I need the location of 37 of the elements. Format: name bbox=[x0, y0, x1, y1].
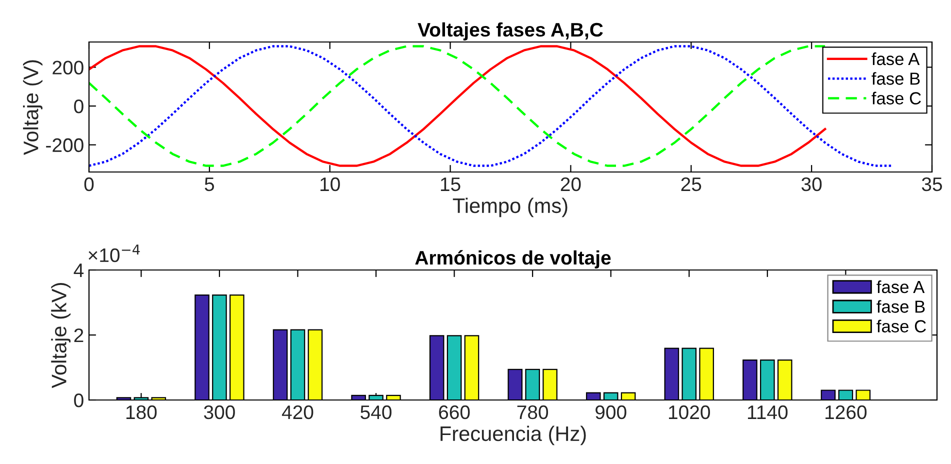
x-tick-label: 30 bbox=[802, 177, 822, 192]
x-tick-label: 1140 bbox=[748, 405, 788, 420]
x-tick-label: 0 bbox=[84, 177, 94, 192]
y-tick-label: -200 bbox=[46, 138, 84, 152]
x-tick-label: 300 bbox=[204, 405, 235, 420]
x-tick-label: 1020 bbox=[668, 405, 710, 420]
y-tick-label: 2 bbox=[74, 328, 84, 342]
x-tick-label: 780 bbox=[517, 405, 548, 420]
legend-label: fase C bbox=[876, 320, 926, 332]
x-axis-title: Tiempo (ms) bbox=[452, 198, 568, 218]
y-tick-label: 200 bbox=[52, 60, 84, 74]
text: ×10$^{−4}$ bbox=[88, 244, 140, 262]
x-tick-label: 20 bbox=[560, 177, 581, 192]
y-tick-label: 4 bbox=[74, 264, 84, 278]
legend-label: fase B bbox=[876, 300, 925, 313]
x-tick-label: 1260 bbox=[826, 405, 867, 420]
legend-label: fase C bbox=[872, 92, 921, 104]
legend-label: fase A bbox=[872, 52, 920, 66]
x-axis-title: Frecuencia (Hz) bbox=[440, 426, 586, 446]
x-tick-label: 540 bbox=[360, 405, 392, 420]
x-tick-label: 660 bbox=[439, 405, 470, 420]
x-tick-label: 25 bbox=[681, 177, 702, 192]
chart-title: Voltajes fases A,B,C bbox=[418, 22, 603, 40]
x-tick-label: 5 bbox=[204, 178, 214, 192]
chart-title: Armónicos de voltaje bbox=[415, 250, 611, 268]
x-tick-label: 35 bbox=[922, 177, 942, 192]
x-tick-label: 15 bbox=[440, 178, 460, 192]
legend-label: fase A bbox=[876, 280, 925, 294]
x-tick-label: 900 bbox=[596, 405, 626, 420]
legend-label: fase B bbox=[872, 72, 920, 85]
y-tick-label: 0 bbox=[74, 393, 84, 408]
y-axis-title: Voltaje (V) bbox=[23, 60, 42, 155]
y-tick-label: 0 bbox=[74, 100, 84, 114]
x-tick-label: 10 bbox=[320, 177, 340, 192]
x-tick-label: 420 bbox=[282, 405, 314, 420]
y-axis-title: Voltaje (kV) bbox=[51, 283, 71, 388]
x-tick-label: 180 bbox=[126, 405, 157, 420]
